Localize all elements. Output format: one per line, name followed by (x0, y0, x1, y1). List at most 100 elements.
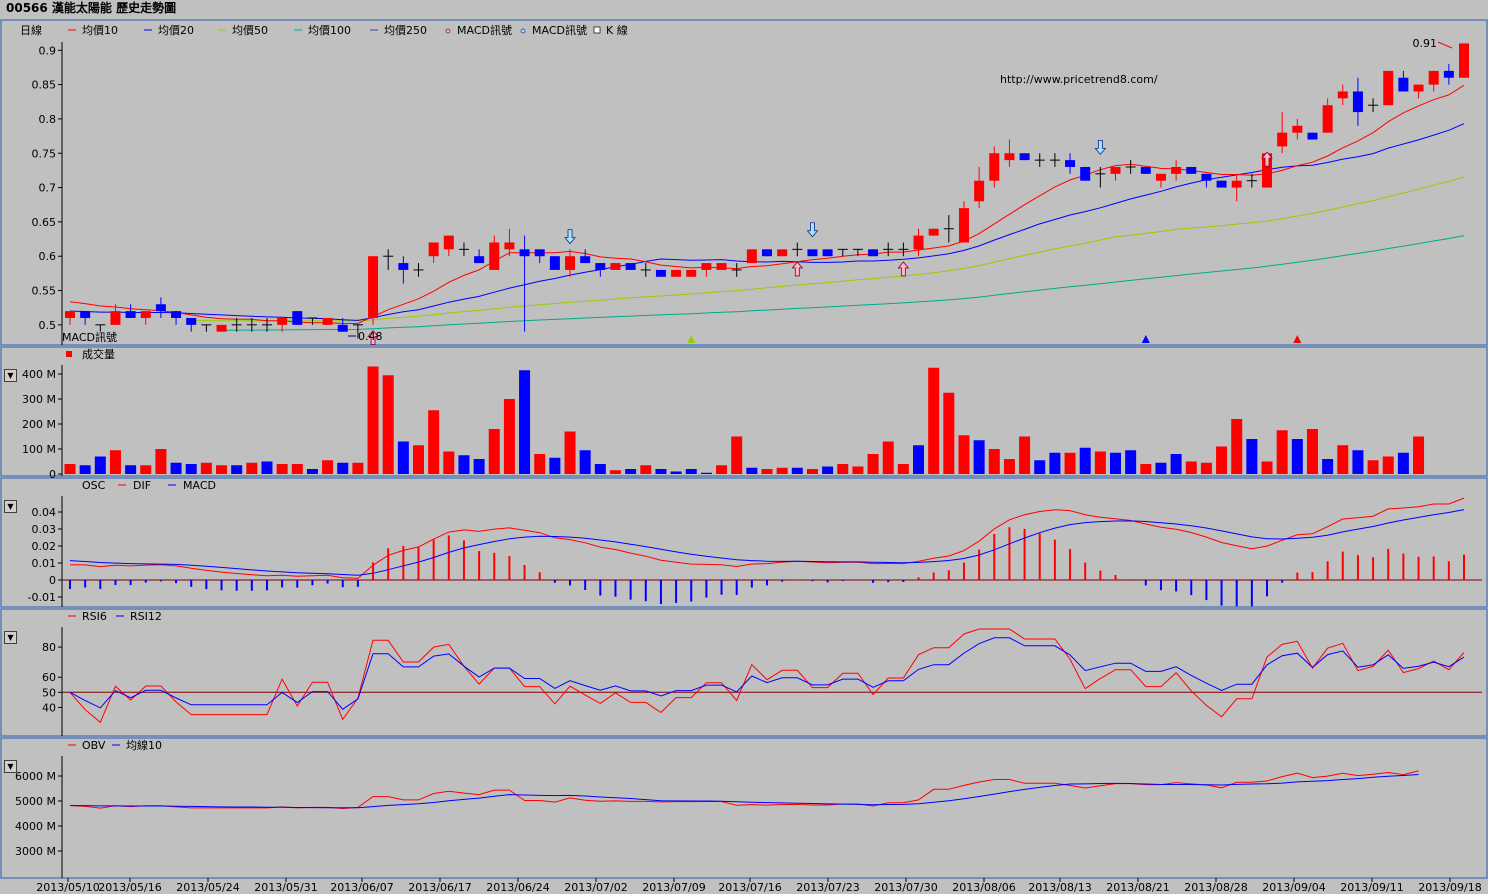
volume-legend-label: 成交量 (82, 347, 115, 361)
legend-label: 均價10 (82, 23, 118, 37)
obv-collapse-button[interactable]: ▼ (4, 760, 17, 773)
volume-bar (867, 454, 879, 474)
candle-body (216, 324, 227, 332)
rsi-collapse-button[interactable]: ▼ (4, 631, 17, 644)
volume-bar (397, 441, 409, 474)
volume-bar (716, 465, 728, 474)
volume-bar (806, 469, 818, 474)
volume-bar (1276, 430, 1288, 474)
candle-body (1110, 166, 1121, 174)
volume-bar (231, 465, 243, 474)
volume-bar (382, 375, 394, 474)
price-ytick-label: 0.6 (39, 250, 57, 263)
candle-body (368, 256, 379, 318)
candle-body (1004, 153, 1015, 161)
obv-ytick-label: 6000 M (15, 770, 56, 783)
volume-bar (852, 466, 864, 474)
grid-layer (58, 49, 1482, 882)
candle-body (1413, 84, 1424, 92)
volume-ytick-label: 0 (49, 468, 56, 481)
volume-bar (276, 464, 288, 474)
volume-bar (246, 462, 258, 474)
macd-collapse-button[interactable]: ▼ (4, 500, 17, 513)
volume-bar (291, 464, 303, 474)
rsi-legend-rsi6: RSI6 (82, 610, 107, 623)
volume-bar (1034, 460, 1046, 474)
volume-legend-swatch (66, 351, 72, 357)
candle-body (1337, 91, 1348, 99)
candle-body (716, 263, 727, 270)
x-tick-label: 2013/08/28 (1184, 881, 1247, 894)
x-tick-label: 2013/09/04 (1262, 881, 1325, 894)
candle-body (1428, 70, 1439, 85)
legend-up-signal-icon (445, 28, 451, 34)
candle-body (610, 263, 621, 270)
candle-body (489, 242, 500, 270)
volume-ytick-label: 400 M (22, 368, 56, 381)
macd-legend-macd: MACD (183, 479, 216, 492)
candle-body (1277, 132, 1288, 147)
candle-body (140, 311, 151, 318)
x-tick-label: 2013/08/13 (1028, 881, 1091, 894)
candle-body (398, 263, 409, 270)
volume-collapse-button[interactable]: ▼ (4, 369, 17, 382)
obv-ytick-label: 3000 M (15, 845, 56, 858)
volume-bar (776, 467, 788, 474)
volume-bar (609, 470, 621, 474)
volume-bar (1322, 459, 1334, 474)
candle-body (1352, 91, 1363, 113)
x-tick-label: 2013/05/24 (176, 881, 239, 894)
candle-body (1231, 180, 1242, 188)
volume-bar (79, 465, 91, 474)
volume-bar (1306, 429, 1318, 474)
volume-bar (519, 370, 531, 474)
candle-body (746, 249, 757, 264)
x-tick-label: 2013/07/16 (718, 881, 781, 894)
obv-legend-ma10: 均線10 (126, 738, 162, 752)
price-ytick-label: 0.7 (39, 182, 57, 195)
candle-body (80, 311, 91, 318)
signal-triangle-icon (1141, 335, 1150, 343)
macd-ytick-label: 0.04 (32, 506, 57, 519)
candle-body (1065, 160, 1076, 167)
legend-label: 均價100 (308, 23, 351, 37)
volume-ytick-label: 100 M (22, 443, 56, 456)
volume-bar (791, 467, 803, 474)
volume-bar (1337, 445, 1349, 474)
volume-bar (306, 469, 318, 474)
candle-body (504, 242, 515, 250)
down-arrow-icon (564, 229, 576, 245)
x-tick-label: 2013/05/31 (254, 881, 317, 894)
volume-bar (731, 436, 743, 474)
candle-body (777, 249, 788, 257)
ma10-line (69, 84, 1465, 324)
volume-bar (685, 469, 697, 474)
legend-label: MACD訊號 (532, 23, 587, 37)
volume-bar (337, 462, 349, 474)
volume-bar (837, 464, 849, 474)
volume-bar (352, 462, 364, 474)
macd-ytick-label: 0.02 (32, 540, 57, 553)
x-tick-label: 2013/07/23 (796, 881, 859, 894)
volume-bar (443, 451, 455, 474)
volume-bar (822, 466, 834, 474)
macd-line (69, 509, 1465, 576)
candle-body (65, 311, 75, 318)
macd-ytick-label: 0 (49, 574, 56, 587)
signal-triangle-icon (687, 335, 696, 343)
volume-bar (564, 431, 576, 474)
volume-bar (261, 461, 273, 474)
rsi-panel-frame (0, 608, 1488, 737)
legend-label: MACD訊號 (457, 23, 512, 37)
volume-bar (943, 392, 955, 474)
price-ytick-label: 0.65 (32, 216, 57, 229)
candle-body (186, 317, 197, 325)
volume-bar (488, 429, 500, 474)
volume-bar (1261, 461, 1273, 474)
volume-bar (1216, 446, 1228, 474)
ma100-line (221, 235, 1465, 331)
volume-bar (640, 465, 652, 474)
down-arrow-icon (1094, 139, 1107, 156)
candle-body (1155, 173, 1166, 181)
